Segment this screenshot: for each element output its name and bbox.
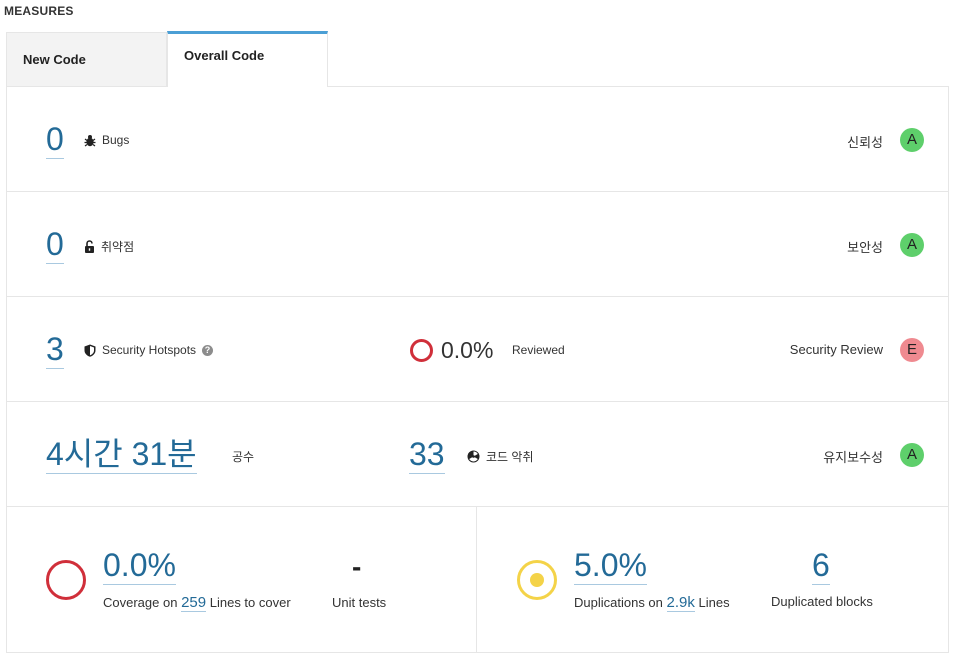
coverage-duplications-row: 0.0% Coverage on 259 Lines to cover - Un…: [7, 507, 948, 653]
duplications-summary: Duplications on 2.9k Lines: [574, 594, 730, 612]
code-smells-label: 코드 악취: [486, 450, 534, 464]
lines-to-cover-link[interactable]: 259: [181, 594, 207, 612]
coverage-summary: Coverage on 259 Lines to cover: [103, 594, 291, 612]
duplicated-lines-link[interactable]: 2.9k: [666, 594, 695, 612]
bug-icon: [84, 134, 96, 146]
measures-panel: 0 Bugs 신뢰성 A 0 취약점 보안성 A 3: [6, 86, 949, 653]
reviewed-percent: 0.0%: [441, 337, 494, 363]
tab-overall-code[interactable]: Overall Code: [167, 31, 328, 87]
reviewed-ring-icon: [410, 339, 433, 362]
coverage-suffix: Lines to cover: [209, 595, 291, 610]
unit-tests-label: Unit tests: [332, 595, 387, 610]
vulnerabilities-label: 취약점: [101, 240, 135, 254]
reliability-rating-label: 신뢰성: [847, 135, 883, 150]
code-smells-label-group: 코드 악취: [467, 448, 534, 465]
coverage-percent[interactable]: 0.0%: [103, 547, 176, 585]
lock-open-icon: [85, 240, 94, 253]
vulnerabilities-count[interactable]: 0: [46, 226, 64, 264]
reliability-rating-badge[interactable]: A: [900, 128, 924, 152]
effort-label: 공수: [232, 450, 255, 464]
help-icon[interactable]: ?: [202, 344, 214, 356]
coverage-ring-icon: [46, 560, 86, 600]
unit-tests-value: -: [352, 551, 362, 582]
maintainability-row: 4시간 31분 공수 33 코드 악취 유지보수성 A: [7, 402, 948, 507]
security-review-rating-label: Security Review: [789, 342, 883, 357]
coverage-prefix: Coverage on: [103, 595, 178, 610]
hotspots-count[interactable]: 3: [46, 331, 64, 369]
vulnerabilities-label-group: 취약점: [84, 238, 134, 255]
shield-icon: [84, 344, 96, 357]
reviewed-label: Reviewed: [512, 343, 565, 357]
bugs-count[interactable]: 0: [46, 121, 64, 159]
hotspots-label: Security Hotspots: [102, 343, 197, 357]
duplications-percent[interactable]: 5.0%: [574, 547, 647, 585]
bugs-label: Bugs: [102, 133, 130, 147]
duplication-dot-icon: [530, 573, 544, 587]
duplications-suffix: Lines: [698, 595, 730, 610]
security-rating-badge[interactable]: A: [900, 233, 924, 257]
code-smell-icon: [467, 450, 480, 463]
hotspots-label-group: Security Hotspots ?: [84, 343, 214, 357]
section-title: MEASURES: [4, 4, 74, 18]
maintainability-rating-badge[interactable]: A: [900, 443, 924, 467]
effort-value[interactable]: 4시간 31분: [46, 436, 197, 474]
security-review-rating-badge[interactable]: E: [900, 338, 924, 362]
reliability-row: 0 Bugs 신뢰성 A: [7, 87, 948, 192]
duplications-prefix: Duplications on: [574, 595, 663, 610]
security-row: 0 취약점 보안성 A: [7, 192, 948, 297]
code-smells-count[interactable]: 33: [409, 436, 445, 474]
column-divider: [476, 507, 477, 653]
bugs-label-group: Bugs: [84, 133, 129, 147]
tab-bar: New Code Overall Code: [6, 31, 328, 87]
duplication-ring-icon: [517, 560, 557, 600]
tab-new-code[interactable]: New Code: [6, 32, 167, 87]
duplicated-blocks-count[interactable]: 6: [812, 547, 830, 585]
maintainability-rating-label: 유지보수성: [823, 450, 883, 465]
security-rating-label: 보안성: [847, 240, 883, 255]
duplicated-blocks-label: Duplicated blocks: [771, 594, 873, 609]
hotspots-row: 3 Security Hotspots ? 0.0% Reviewed Secu…: [7, 297, 948, 402]
